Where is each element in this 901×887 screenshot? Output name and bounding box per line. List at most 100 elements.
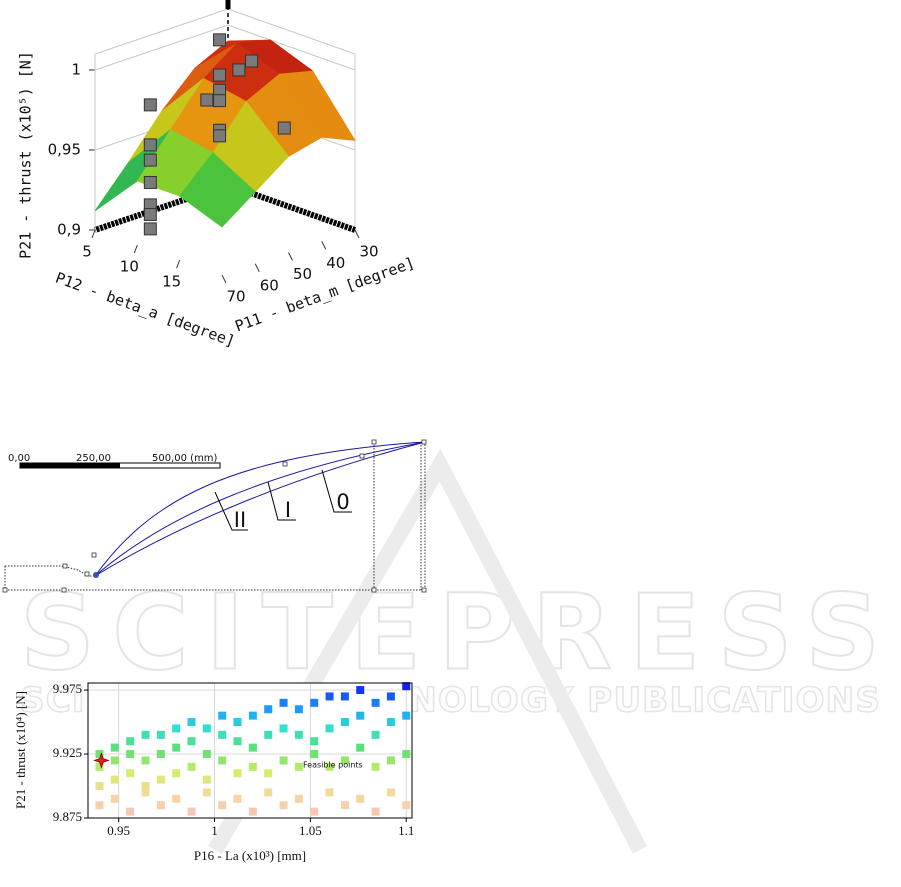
data-point [213,68,227,82]
data-point [340,718,349,727]
origin-point [93,572,99,578]
curve-label: II [234,508,246,532]
curve-i [94,441,426,577]
data-point [248,762,257,771]
y-tick [354,229,360,239]
highlight-point [93,752,110,769]
data-point [340,692,349,701]
data-point [141,730,150,739]
data-point [143,222,157,236]
axes-frame [87,682,413,819]
data-point [202,724,211,733]
data-point [110,775,119,784]
annotation: Feasible points [303,761,363,770]
data-point [110,756,119,765]
data-point [95,782,104,791]
x-axis-label: P12 - beta_a [degree] [53,269,237,351]
data-point [218,801,227,810]
scatter-chart: 0.95 1 1.05 1.1 9.875 9.925 9.975 Feasible poin… [53,681,415,838]
data-point [310,750,319,759]
data-point [233,794,242,803]
data-point [187,807,196,816]
data-point [233,769,242,778]
leader-lines [214,469,352,531]
data-point [294,762,303,771]
y-tick-label: 70 [226,288,245,306]
x-tick [176,259,181,269]
data-point [248,711,257,720]
data-point [110,794,119,803]
data-point [172,769,181,778]
y-tick-label: 9.925 [53,745,82,760]
data-point [245,54,259,68]
data-point [218,711,227,720]
data-point [213,129,227,143]
box-edge [94,8,229,55]
data-point [386,692,395,701]
data-point [172,724,181,733]
data-point [386,756,395,765]
x-tick-label: 10 [120,258,139,276]
data-point [294,705,303,714]
data-point [310,807,319,816]
x-tick-label: 1.05 [299,823,322,838]
data-point [213,94,227,108]
data-point [279,724,288,733]
data-point [279,756,288,765]
z-tick-label: 0,95 [48,141,81,159]
y-tick-label: 40 [326,254,345,272]
data-point [143,138,157,152]
y-tick-label: 50 [293,265,312,283]
x-tick [133,244,138,254]
data-point [264,769,273,778]
data-point [126,737,135,746]
x-tick-label: 1.1 [398,823,414,838]
z-tick-label: 1 [71,61,81,79]
data-point [143,98,157,112]
data-point [126,769,135,778]
data-point [202,788,211,797]
x-tick [91,229,96,239]
control-points [2,439,427,593]
contour [5,565,95,577]
data-point [325,692,334,701]
scale-label: 0,00 [8,453,30,464]
data-point [325,762,334,771]
data-point [277,121,291,135]
data-point [264,788,273,797]
y-axis-label: P21 - thrust (x10⁴) [N] [13,691,28,809]
data-point [95,750,104,759]
data-point [325,724,334,733]
data-point [172,794,181,803]
data-point [187,718,196,727]
data-point [126,750,135,759]
data-point [294,794,303,803]
y-tick [254,263,260,272]
data-point [156,801,165,810]
watermark-title: SCITEPRESS [20,571,880,693]
grid-line [94,24,356,71]
data-point [156,750,165,759]
data-point [213,33,227,47]
data-point [402,801,411,810]
data-point [356,794,365,803]
scale-label: 250,00 [76,453,111,464]
data-point [202,750,211,759]
data-point [386,788,395,797]
data-point [356,686,365,695]
data-point [310,698,319,707]
y-tick-label: 60 [260,276,279,294]
scale-bar-fill [20,463,120,468]
x-tick-label: 1 [211,823,218,838]
x-tick-label: 5 [82,243,92,261]
x-tick-label: 15 [162,273,181,291]
data-point [402,682,411,691]
box-edge [227,8,356,55]
data-point [356,711,365,720]
data-point [371,698,380,707]
data-point [141,782,150,791]
y-tick [288,252,293,261]
